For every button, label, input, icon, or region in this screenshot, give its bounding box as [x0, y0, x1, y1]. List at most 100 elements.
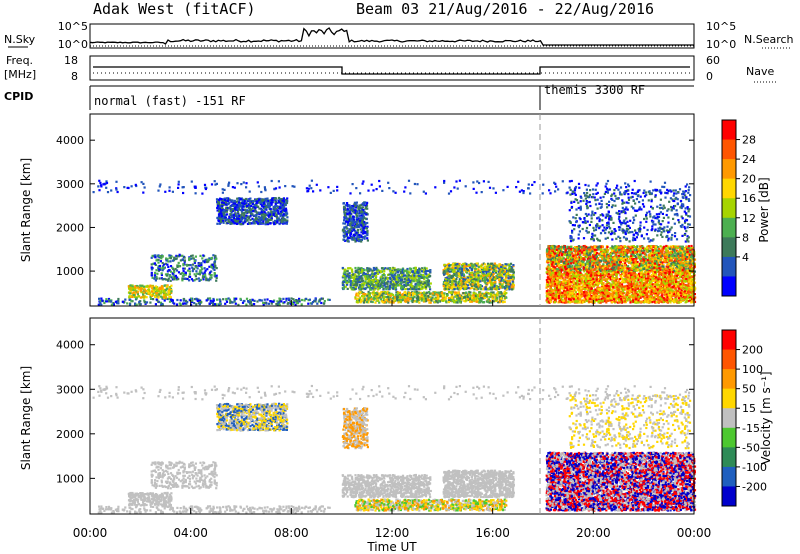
power-point [261, 209, 263, 211]
power-point [429, 288, 431, 290]
power-point [377, 269, 379, 271]
power-point [505, 292, 507, 294]
power-point [243, 212, 245, 214]
power-point [266, 206, 268, 208]
power-point [214, 272, 216, 274]
power-point [309, 299, 311, 301]
power-point [192, 255, 194, 257]
power-point [248, 211, 250, 213]
power-point [202, 276, 204, 278]
power-point [361, 286, 363, 288]
power-point [370, 281, 372, 283]
power-point [149, 302, 151, 304]
power-point [162, 255, 164, 257]
power-point [230, 210, 232, 212]
power-point [505, 282, 507, 284]
power-point [462, 292, 464, 294]
power-point [272, 211, 274, 213]
power-point [280, 214, 282, 216]
power-point [204, 267, 206, 269]
power-point [211, 266, 213, 268]
power-point [176, 258, 178, 260]
power-point [375, 268, 377, 270]
power-point [364, 288, 366, 290]
power-point [193, 268, 195, 270]
power-point [371, 273, 373, 275]
power-point [209, 277, 211, 279]
power-point [128, 296, 130, 298]
power-point [349, 230, 351, 232]
power-point [256, 300, 258, 302]
power-point [218, 199, 220, 201]
power-point [220, 221, 222, 223]
power-point [505, 275, 507, 277]
power-point [320, 302, 322, 304]
power-point [437, 294, 439, 296]
nave-tick-bottom: 0 [706, 70, 713, 83]
power-point [439, 295, 441, 297]
power-point [372, 301, 374, 303]
power-point [383, 270, 385, 272]
power-point [152, 298, 154, 300]
power-point [408, 274, 410, 276]
power-point [180, 299, 182, 301]
power-point [344, 269, 346, 271]
power-point [366, 295, 368, 297]
power-point [460, 287, 462, 289]
power-point [451, 296, 453, 298]
power-point [212, 264, 214, 266]
power-point [165, 257, 167, 259]
power-point [444, 288, 446, 290]
power-point [357, 293, 359, 295]
cpid-label: CPID [4, 90, 33, 103]
power-point [382, 301, 384, 303]
power-point [207, 261, 209, 263]
power-point [471, 287, 473, 289]
power-point [457, 301, 459, 303]
power-point [438, 300, 440, 302]
power-point [468, 264, 470, 266]
power-point [161, 267, 163, 269]
power-point [99, 300, 101, 302]
power-point [204, 272, 206, 274]
power-point [398, 299, 400, 301]
power-point [359, 288, 361, 290]
power-point [363, 301, 365, 303]
power-point [444, 292, 446, 294]
power-point [490, 263, 492, 265]
power-point [504, 271, 506, 273]
power-point [144, 301, 146, 303]
power-point [509, 280, 511, 282]
power-point [405, 270, 407, 272]
power-point [363, 217, 365, 219]
power-point [154, 272, 156, 274]
power-point [298, 299, 300, 301]
power-point [469, 291, 471, 293]
freq-tick-top: 18 [64, 54, 78, 67]
power-point [391, 268, 393, 270]
power-point [348, 278, 350, 280]
power-point [393, 301, 395, 303]
power-point [444, 267, 446, 269]
power-point [362, 224, 364, 226]
power-point [265, 198, 267, 200]
power-point [482, 288, 484, 290]
power-point [447, 268, 449, 270]
power-point [276, 217, 278, 219]
power-point [139, 285, 141, 287]
power-point [375, 275, 377, 277]
nave-tick-top: 60 [706, 54, 720, 67]
power-point [415, 287, 417, 289]
power-point [452, 263, 454, 265]
power-point [149, 285, 151, 287]
power-point [211, 274, 213, 276]
power-point [367, 239, 369, 241]
power-point [489, 302, 491, 304]
power-point [349, 223, 351, 225]
power-point [420, 282, 422, 284]
power-point [187, 270, 189, 272]
power-point [457, 294, 459, 296]
power-point [245, 211, 247, 213]
power-point [471, 301, 473, 303]
power-point [385, 299, 387, 301]
